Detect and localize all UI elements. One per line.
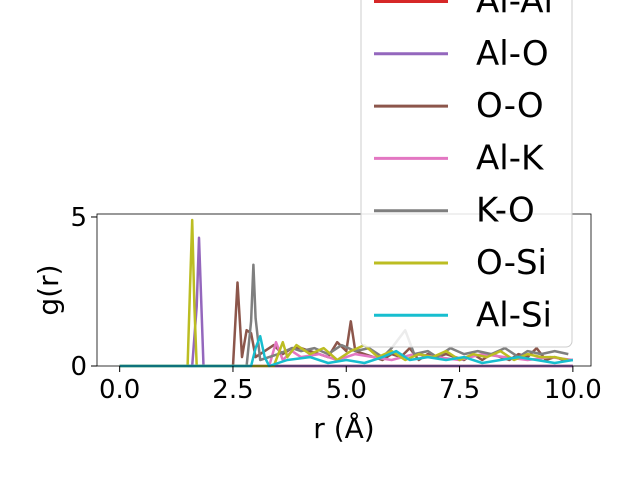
legend-label: Al-Al — [476, 0, 553, 22]
legend-label: O-O — [476, 86, 544, 126]
x-tick-label: 2.5 — [212, 375, 253, 405]
x-tick-label: 0.0 — [99, 375, 140, 405]
legend-box — [360, 0, 573, 348]
axis-ticks: 0.0 2.5 5.0 7.5 10.0 0 5 — [70, 203, 601, 405]
y-tick-label: 5 — [70, 203, 87, 233]
series-line-al-si — [119, 334, 574, 368]
legend-label: O-Si — [476, 243, 547, 283]
y-tick-label: 0 — [70, 352, 87, 382]
axes-frame — [96, 213, 592, 367]
legend-label: Al-O — [476, 34, 549, 74]
y-axis-label: g(r) — [32, 264, 65, 315]
series-line-al-k — [119, 340, 574, 368]
x-tick-label: 7.5 — [439, 375, 480, 405]
x-axis-label: r (Å) — [313, 411, 374, 445]
x-tick-label: 5.0 — [326, 375, 367, 405]
legend-label: Al-K — [476, 138, 545, 178]
legend: Al-Al Al-O O-O Al-K K-O O-Si Al-Si — [360, 0, 573, 348]
legend-label: Al-Si — [476, 295, 552, 335]
x-tick-label: 10.0 — [544, 375, 602, 405]
legend-label: K-O — [476, 191, 535, 231]
series-line-o-o — [119, 281, 573, 368]
